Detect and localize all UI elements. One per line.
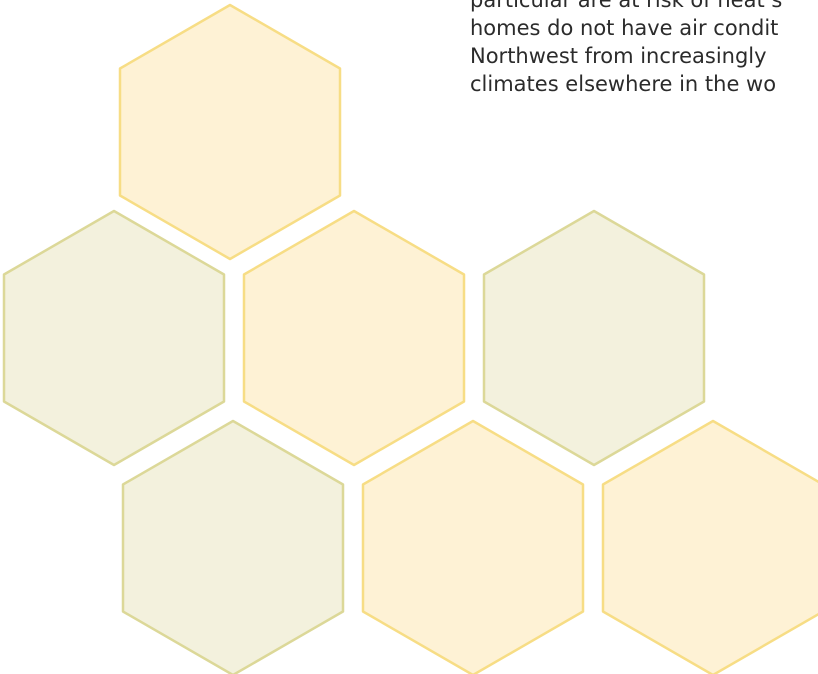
hexagon-middle-right	[482, 209, 706, 467]
hexagon-bottom-left	[121, 419, 345, 674]
text-line-2: homes do not have air condit	[470, 16, 779, 40]
hexagon-bottom-center	[361, 419, 585, 674]
text-line-1: particular are at risk of heat s	[470, 0, 783, 12]
body-text-fragment: particular are at risk of heat s homes d…	[470, 0, 818, 106]
text-line-3: Northwest from increasingly	[470, 44, 767, 68]
hexagon-middle-center	[242, 209, 466, 467]
text-line-4: climates elsewhere in the wo	[470, 72, 777, 96]
hexagon-bottom-right	[601, 419, 818, 674]
hexagon-top	[118, 3, 342, 261]
hexagon-middle-left	[2, 209, 226, 467]
